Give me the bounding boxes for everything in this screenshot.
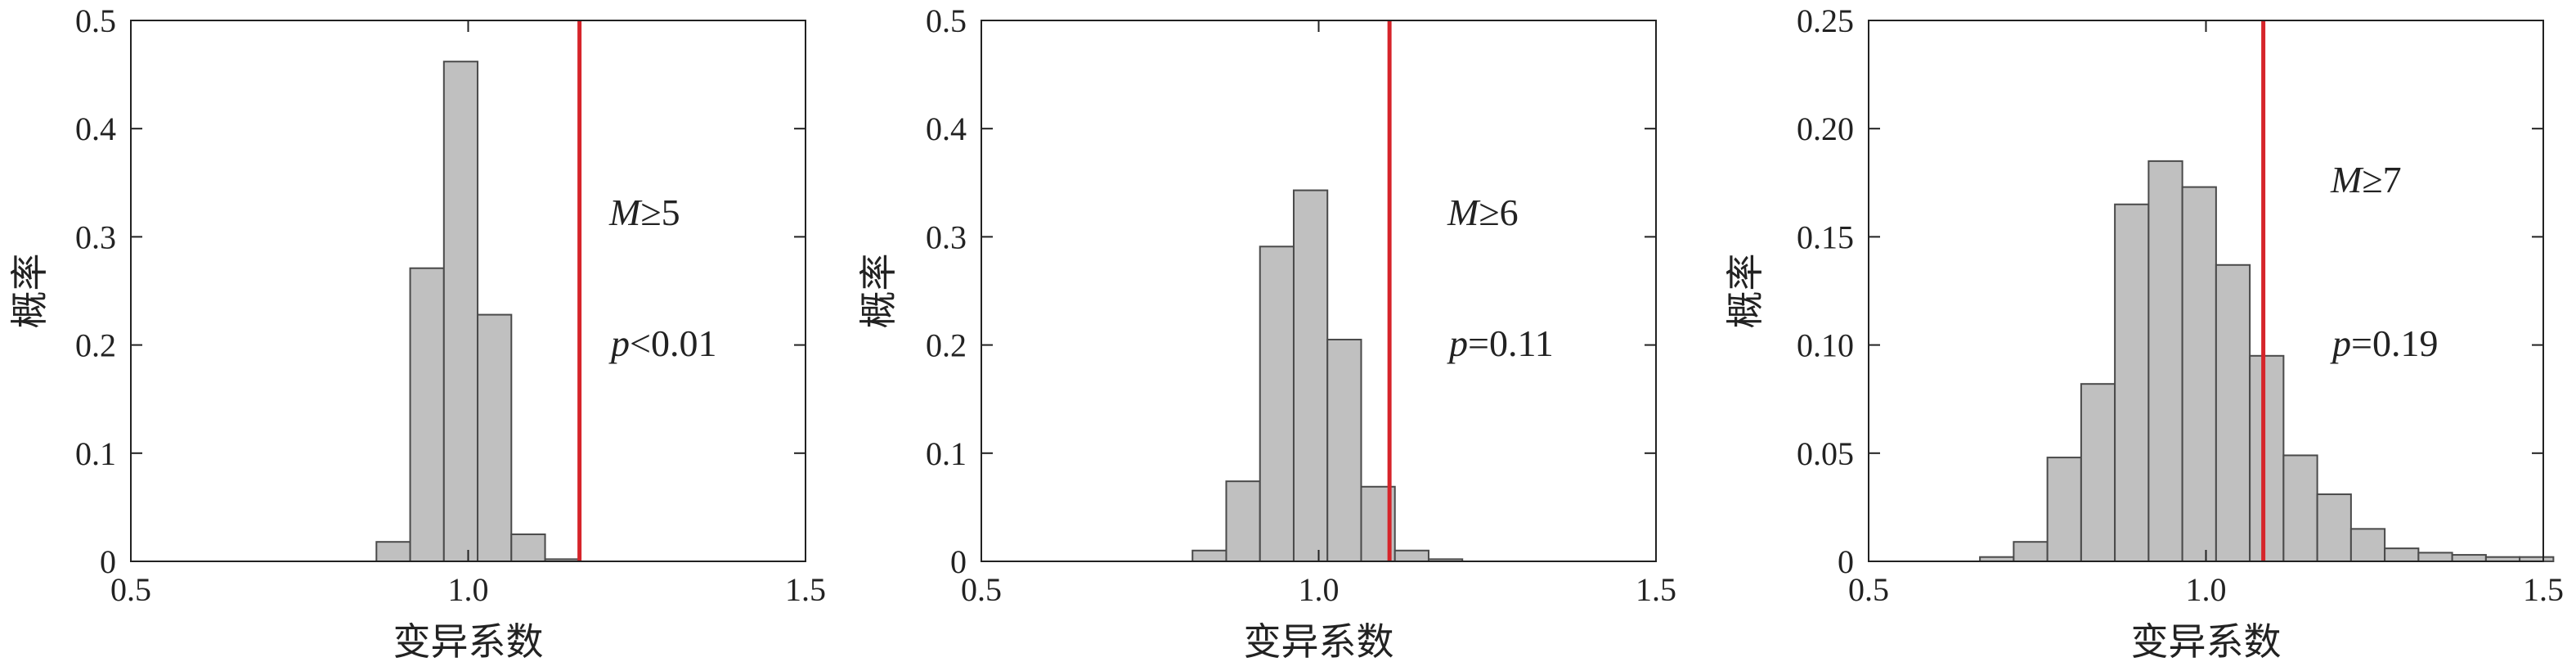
histogram-bar	[2349, 528, 2386, 563]
y-tick-label: 0.3	[75, 218, 116, 255]
y-tick-label: 0.2	[75, 327, 116, 364]
histogram-bar	[2249, 354, 2285, 562]
p-value-annotation: p<0.01	[608, 322, 716, 364]
y-tick-label: 0	[1838, 543, 1854, 580]
y-tick-label: 0.4	[75, 110, 116, 147]
magnitude-annotation: M≥6	[1447, 191, 1519, 233]
y-tick-label: 0.20	[1797, 110, 1854, 147]
chart-panel-3: 0.5 1.0 1.5 0 0.05 0.10 0.15 0.20 0.25 变异系数 概率 M≥7 p…	[1725, 2, 2564, 663]
histogram-bar	[2417, 552, 2453, 563]
histogram-bar	[2384, 547, 2420, 562]
magnitude-annotation: M≥5	[608, 191, 680, 233]
y-tick-label: 0.1	[75, 435, 116, 472]
x-tick-label: 1.0	[2186, 571, 2227, 608]
histogram-bar	[2181, 186, 2217, 562]
y-tick-label: 0.15	[1797, 218, 1854, 255]
y-tick-label: 0.1	[926, 435, 967, 472]
y-tick-label: 0.10	[1797, 327, 1854, 364]
y-tick-label: 0.4	[926, 110, 967, 147]
histogram-bar	[2147, 160, 2183, 563]
y-tick-label: 0.5	[926, 2, 967, 39]
x-tick-label: 0.5	[110, 571, 151, 608]
histogram-bar	[2013, 541, 2049, 562]
histogram-bar	[2046, 457, 2082, 563]
histogram-bar	[2080, 383, 2116, 562]
histogram-bar	[2451, 554, 2487, 562]
x-tick-label: 1.0	[1299, 571, 1340, 608]
y-axis-title: 概率	[9, 254, 51, 329]
y-tick-label: 0	[100, 543, 116, 580]
y-tick-label: 0.2	[926, 327, 967, 364]
y-axis-title: 概率	[858, 254, 900, 329]
x-tick-label: 1.5	[1636, 571, 1676, 608]
magnitude-annotation: M≥7	[2330, 159, 2402, 200]
y-tick-label: 0.3	[926, 218, 967, 255]
y-tick-label: 0.25	[1797, 2, 1854, 39]
x-axis-title: 变异系数	[2131, 621, 2282, 663]
histogram-bar	[409, 267, 445, 562]
histogram-bar	[477, 313, 513, 562]
histogram-bar	[1326, 338, 1362, 562]
chart-panel-1: 0.5 1.0 1.5 0 0.1 0.2 0.3 0.4 0.5 变异系数 概率 M≥5 p<0.01	[9, 2, 826, 663]
histogram-bar	[1259, 245, 1295, 562]
histogram-bar	[2215, 263, 2251, 562]
histogram-bar	[1225, 480, 1261, 562]
histogram-bar	[375, 541, 411, 562]
x-tick-label: 1.5	[2523, 571, 2564, 608]
chart-panel-2: 0.5 1.0 1.5 0 0.1 0.2 0.3 0.4 0.5 变异系数 概率 M≥6 p=0.11	[858, 2, 1676, 663]
y-axis-title: 概率	[1725, 254, 1766, 329]
x-tick-label: 0.5	[1848, 571, 1889, 608]
histogram-bar	[442, 61, 479, 562]
x-axis-title: 变异系数	[1244, 621, 1394, 663]
p-value-annotation: p=0.11	[1447, 322, 1554, 364]
y-tick-label: 0.05	[1797, 435, 1854, 472]
histogram-bar	[510, 533, 546, 563]
x-tick-label: 1.0	[448, 571, 489, 608]
histogram-bar	[2114, 203, 2150, 563]
y-tick-label: 0.5	[75, 2, 116, 39]
histogram-bar	[1192, 549, 1227, 563]
histogram-bar	[2282, 454, 2318, 562]
y-tick-label: 0	[950, 543, 967, 580]
x-tick-label: 0.5	[961, 571, 1002, 608]
p-value-annotation: p=0.19	[2330, 322, 2438, 364]
x-tick-label: 1.5	[785, 571, 826, 608]
histogram-bar	[2316, 493, 2352, 563]
x-axis-title: 变异系数	[393, 621, 544, 663]
histogram-bar	[1292, 189, 1329, 563]
histogram-bar	[1393, 549, 1429, 563]
